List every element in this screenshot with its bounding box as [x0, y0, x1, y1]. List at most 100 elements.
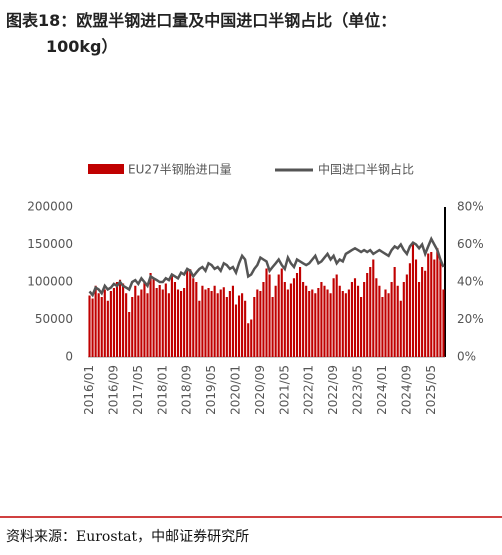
x-tick-label: 2024/09	[399, 365, 413, 415]
bar	[94, 285, 97, 357]
bar	[372, 259, 375, 357]
bar	[247, 323, 250, 357]
y-tick-label: 0	[65, 350, 73, 364]
bar	[323, 285, 326, 357]
bar	[97, 293, 100, 357]
bar	[384, 289, 387, 357]
line	[88, 235, 445, 298]
bar	[131, 297, 134, 357]
bar	[360, 297, 363, 357]
bar	[350, 282, 354, 357]
bar	[183, 288, 186, 357]
bar	[213, 285, 216, 357]
bar	[271, 297, 274, 357]
bar	[399, 300, 402, 357]
bar	[338, 285, 341, 357]
bar	[106, 300, 109, 357]
bar	[274, 285, 277, 357]
y-tick-label: 50000	[35, 312, 73, 326]
bar	[125, 293, 128, 357]
bar	[225, 297, 228, 357]
bar	[424, 270, 427, 357]
bar	[421, 267, 424, 357]
bar	[115, 282, 119, 357]
bar	[207, 288, 210, 357]
bar	[189, 269, 192, 357]
bar	[222, 287, 225, 357]
bar	[170, 274, 173, 357]
bar	[91, 298, 94, 357]
legend-label: 中国进口半钢占比	[318, 162, 414, 177]
bar	[277, 274, 280, 357]
y2-tick-label: 0%	[457, 350, 476, 364]
bar	[417, 282, 421, 357]
bar	[234, 304, 238, 357]
bar	[335, 274, 338, 357]
bar	[326, 289, 329, 357]
bar	[347, 289, 350, 357]
bar	[118, 279, 122, 357]
title: 图表18：欧盟半钢进口量及中国进口半钢占比（单位： 100kg）	[6, 8, 496, 60]
x-tick-label: 2018/09	[180, 365, 194, 415]
bar	[231, 285, 235, 357]
bar	[356, 285, 360, 357]
bar	[329, 293, 332, 357]
bar	[427, 253, 430, 357]
bar	[176, 289, 180, 357]
bar	[103, 289, 106, 357]
bar	[341, 291, 344, 357]
y2-tick-label: 60%	[457, 237, 484, 251]
bar	[396, 285, 399, 357]
bar	[143, 282, 146, 357]
bar	[158, 285, 161, 357]
bar	[393, 267, 396, 357]
y-tick-label: 100000	[27, 275, 73, 289]
bar	[250, 319, 253, 357]
bar	[381, 297, 384, 357]
bar	[408, 263, 411, 357]
bar	[140, 289, 143, 357]
bar	[280, 268, 283, 357]
bar	[305, 285, 308, 357]
bar	[295, 273, 299, 357]
legend-label: EU27半钢胎进口量	[128, 163, 232, 177]
bar	[253, 297, 256, 357]
bar	[298, 267, 302, 357]
bar	[286, 289, 289, 357]
bar	[289, 283, 292, 357]
bar	[268, 274, 271, 357]
bar	[164, 283, 167, 357]
x-tick-label: 2021/05	[277, 365, 291, 415]
y2-tick-label: 20%	[457, 312, 484, 326]
bar	[216, 293, 219, 357]
bar	[122, 283, 125, 357]
bar	[100, 297, 103, 357]
x-tick-label: 2019/05	[204, 365, 218, 415]
y2-tick-label: 40%	[457, 275, 484, 289]
source: 资料来源：Eurostat，中邮证券研究所	[6, 529, 250, 545]
bar	[204, 289, 207, 357]
bar	[320, 282, 323, 357]
bar	[369, 267, 372, 357]
bar	[155, 288, 158, 357]
x-tick-label: 2017/05	[131, 365, 145, 415]
bar	[256, 289, 259, 357]
bar	[149, 273, 152, 357]
bar	[317, 288, 320, 357]
bar	[210, 291, 213, 357]
bar	[387, 293, 390, 357]
bar	[262, 282, 265, 357]
bar	[414, 259, 418, 357]
bar	[198, 300, 201, 357]
bar	[433, 259, 436, 357]
x-tick-label: 2018/01	[155, 365, 169, 415]
bar	[302, 282, 305, 357]
bar	[430, 252, 433, 357]
bar	[192, 278, 195, 357]
bar	[244, 300, 247, 357]
x-tick-label: 2022/01	[302, 365, 316, 415]
bar	[88, 295, 91, 357]
legend-swatch	[88, 164, 124, 174]
x-tick-label: 2022/09	[326, 365, 340, 415]
bar	[109, 291, 112, 357]
